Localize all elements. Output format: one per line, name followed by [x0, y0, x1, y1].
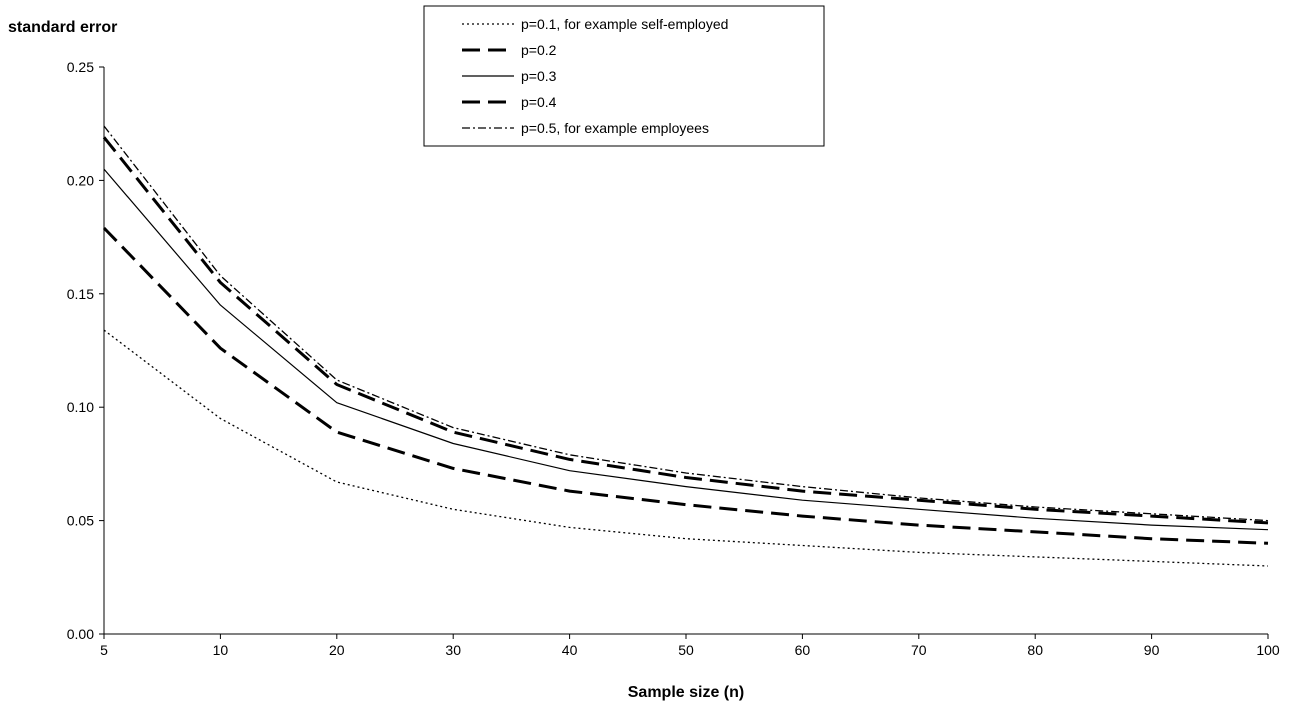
x-tick-label: 30: [445, 642, 461, 658]
legend-label-4: p=0.4: [521, 94, 557, 110]
x-tick-label: 5: [100, 642, 108, 658]
x-tick-label: 90: [1144, 642, 1160, 658]
x-tick-label: 70: [911, 642, 927, 658]
y-tick-label: 0.05: [67, 513, 94, 529]
series-line-4: [102, 136, 1269, 525]
y-tick-label: 0.25: [67, 59, 94, 75]
y-axis-title: standard error: [8, 19, 117, 36]
y-tick-label: 0.00: [67, 626, 94, 642]
legend-label-1: p=0.1, for example self-employed: [521, 16, 728, 32]
legend-label-3: p=0.3: [521, 68, 557, 84]
legend: p=0.1, for example self-employed p=0.2 p=0…: [423, 5, 825, 147]
x-tick-label: 80: [1027, 642, 1043, 658]
x-tick-label: 10: [213, 642, 229, 658]
series-line-2: [102, 226, 1269, 545]
y-tick-label: 0.10: [67, 399, 94, 415]
legend-label-5: p=0.5, for example employees: [521, 120, 709, 136]
series-line-3: [103, 168, 1269, 531]
legend-label-2: p=0.2: [521, 42, 557, 58]
x-tick-label: 40: [562, 642, 578, 658]
x-tick-label: 20: [329, 642, 345, 658]
series-lines: [102, 125, 1269, 567]
y-tick-label: 0.20: [67, 172, 94, 188]
x-tick-label: 100: [1256, 642, 1280, 658]
x-tick-label: 60: [795, 642, 811, 658]
x-axis-title: Sample size (n): [628, 684, 744, 701]
x-tick-label: 50: [678, 642, 694, 658]
axes: 0.00 0.05 0.10 0.15 0.20 0.25 5 10 20 30 40 50 60 70 8…: [67, 59, 1280, 658]
y-tick-label: 0.15: [67, 286, 94, 302]
series-line-1: [103, 329, 1269, 567]
series-line-5: [103, 125, 1269, 522]
